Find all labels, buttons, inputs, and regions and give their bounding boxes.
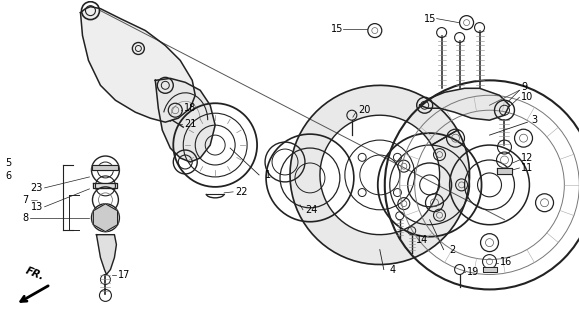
- Polygon shape: [96, 235, 117, 275]
- Text: 3: 3: [531, 115, 538, 125]
- Text: 1: 1: [265, 170, 271, 180]
- Polygon shape: [290, 85, 470, 265]
- Polygon shape: [93, 204, 118, 232]
- Text: 21: 21: [184, 119, 197, 129]
- Text: 15: 15: [331, 24, 343, 34]
- Text: 2: 2: [450, 244, 456, 255]
- Text: 18: 18: [184, 103, 197, 113]
- Text: 10: 10: [521, 92, 534, 102]
- Polygon shape: [155, 78, 215, 162]
- Text: 22: 22: [235, 187, 248, 197]
- Text: 23: 23: [31, 183, 43, 193]
- Text: 13: 13: [31, 202, 43, 212]
- Text: —: —: [31, 197, 38, 203]
- Text: 19: 19: [466, 267, 479, 276]
- Text: 6: 6: [6, 171, 12, 181]
- Text: 5: 5: [6, 158, 12, 168]
- Polygon shape: [92, 165, 118, 170]
- Polygon shape: [93, 183, 117, 188]
- Text: 4: 4: [390, 265, 396, 275]
- Text: 12: 12: [521, 153, 534, 163]
- Text: 9: 9: [521, 82, 528, 92]
- Text: 7: 7: [23, 195, 29, 205]
- Text: 14: 14: [416, 235, 428, 245]
- Text: 17: 17: [118, 269, 130, 279]
- Polygon shape: [81, 7, 195, 122]
- Polygon shape: [420, 88, 509, 120]
- Text: 20: 20: [358, 105, 370, 115]
- Text: 11: 11: [521, 163, 534, 173]
- Text: 16: 16: [499, 257, 512, 267]
- Polygon shape: [483, 267, 496, 271]
- Text: 24: 24: [305, 205, 317, 215]
- Text: 8: 8: [23, 213, 29, 223]
- Text: FR.: FR.: [24, 266, 46, 283]
- Text: 15: 15: [425, 14, 437, 24]
- Polygon shape: [496, 168, 513, 174]
